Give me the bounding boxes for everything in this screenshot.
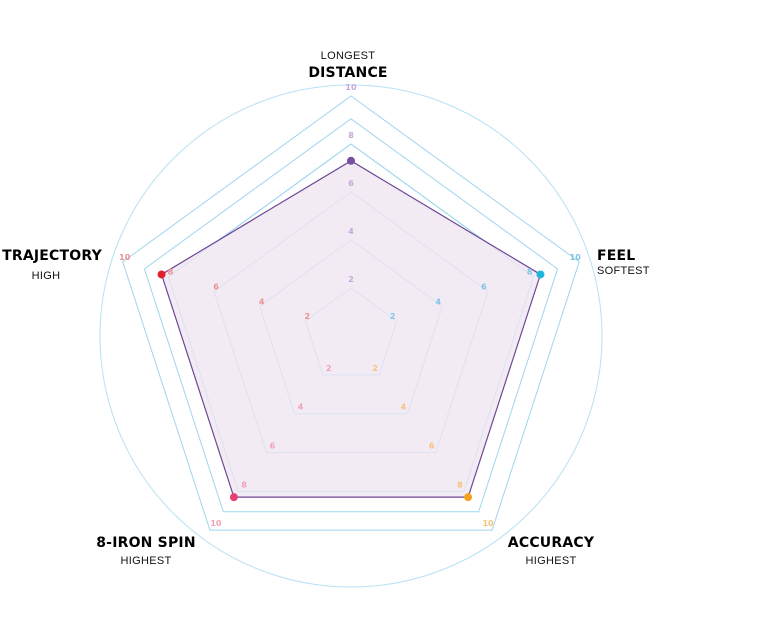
data-point-8-iron-spin <box>229 493 238 502</box>
axis-title-feel: FEEL <box>597 248 636 264</box>
axis-sub-accuracy: HIGHEST <box>525 555 577 567</box>
tick-label-4-10: 10 <box>119 253 131 262</box>
axis-sub-8-iron-spin: HIGHEST <box>120 555 172 567</box>
tick-label-4-6: 6 <box>213 283 219 292</box>
tick-label-4-4: 4 <box>259 297 265 306</box>
axis-title-trajectory: TRAJECTORY <box>2 248 102 264</box>
tick-label-2-4: 4 <box>401 403 407 412</box>
axis-sub-feel: SOFTEST <box>597 265 650 277</box>
axis-title-accuracy: ACCURACY <box>507 535 595 551</box>
tick-label-1-2: 2 <box>390 312 396 321</box>
tick-label-2-2: 2 <box>372 364 378 373</box>
grid-ring-inner-outline <box>143 118 559 513</box>
data-point-feel <box>536 270 545 279</box>
grid-ring-10 <box>122 95 580 531</box>
outer-circle <box>99 84 603 588</box>
axis-title-8-iron-spin: 8-IRON SPIN <box>96 535 196 551</box>
data-area <box>160 160 542 498</box>
tick-label-4-2: 2 <box>305 312 311 321</box>
tick-label-2-6: 6 <box>429 441 435 450</box>
tick-label-0-4: 4 <box>348 227 354 236</box>
tick-label-1-8: 8 <box>527 268 533 277</box>
tick-label-0-8: 8 <box>348 131 354 140</box>
data-points <box>157 156 545 502</box>
tick-label-0-10: 10 <box>345 83 357 92</box>
tick-label-2-8: 8 <box>457 480 463 489</box>
axis-sub-distance: LONGEST <box>320 50 376 62</box>
data-point-trajectory <box>157 270 166 279</box>
tick-label-3-2: 2 <box>326 364 332 373</box>
axis-sub-trajectory: HIGH <box>31 270 61 282</box>
tick-label-1-6: 6 <box>481 283 487 292</box>
tick-label-2-10: 10 <box>482 519 494 528</box>
tick-label-4-8: 8 <box>168 268 174 277</box>
tick-labels: 2 4 6 8 10 2 4 6 8 10 2 4 6 8 10 2 4 6 8 10 2 4 6 8 10 <box>119 83 581 528</box>
tick-label-0-2: 2 <box>348 275 354 284</box>
tick-label-1-4: 4 <box>436 297 442 306</box>
data-point-distance <box>347 156 355 165</box>
axis-title-distance: DISTANCE <box>308 65 388 81</box>
tick-label-3-8: 8 <box>241 480 247 489</box>
tick-label-3-10: 10 <box>210 519 222 528</box>
data-point-accuracy <box>464 493 473 502</box>
tick-label-3-6: 6 <box>270 441 276 450</box>
tick-label-0-6: 6 <box>348 179 354 188</box>
tick-label-1-10: 10 <box>570 253 582 262</box>
tick-label-3-4: 4 <box>298 403 304 412</box>
